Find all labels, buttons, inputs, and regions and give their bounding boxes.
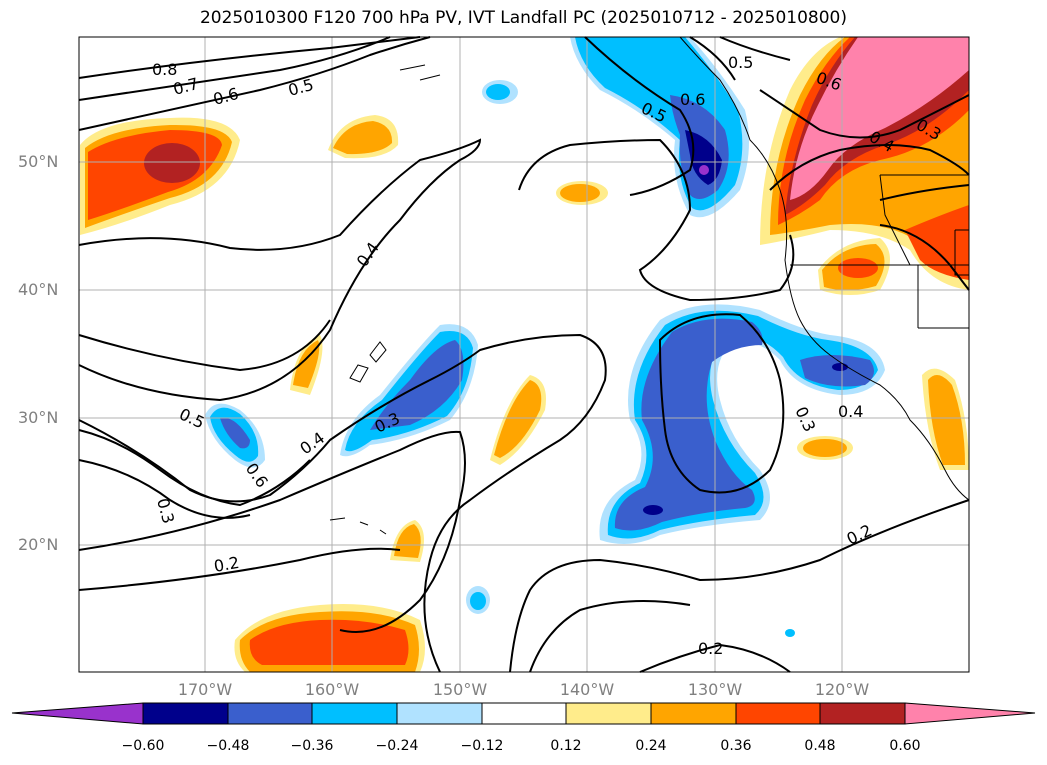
coastlines [329, 36, 970, 535]
colorbar-tick-label: 0.12 [550, 738, 582, 754]
map-title: 2025010300 F120 700 hPa PV, IVT Landfall… [199, 8, 847, 28]
shading-layer [80, 37, 969, 672]
gridlines [79, 37, 969, 672]
lat-label-20n: 20°N [18, 535, 59, 554]
colorbar-tick-label: 0.48 [804, 738, 836, 754]
colorbar-tick-label: −0.60 [121, 738, 165, 754]
lon-label-160w: 160°W [304, 680, 360, 699]
contour-lines [78, 36, 970, 673]
lon-label-150w: 150°W [432, 680, 488, 699]
contour-label: 0.8 [152, 60, 177, 79]
contour-label: 0.2 [212, 553, 240, 576]
contour-label: 0.5 [728, 53, 753, 72]
plot-frame [78, 36, 970, 673]
colorbar-tick-label: −0.48 [206, 738, 250, 754]
lon-label-170w: 170°W [177, 680, 233, 699]
lon-label-120w: 120°W [814, 680, 870, 699]
colorbar-tick-label: −0.36 [290, 738, 334, 754]
colorbar-tick-label: −0.24 [375, 738, 419, 754]
lat-label-40n: 40°N [18, 280, 59, 299]
lat-label-30n: 30°N [18, 408, 59, 427]
colorbar-tick-label: 0.24 [635, 738, 667, 754]
contour-label: 0.4 [838, 402, 863, 421]
colorbar-tick-label: 0.36 [720, 738, 752, 754]
colorbar-tick-label: −0.12 [460, 738, 504, 754]
lon-label-140w: 140°W [559, 680, 615, 699]
contour-label: 0.6 [680, 90, 705, 109]
colorbar-tick-label: 0.60 [889, 738, 921, 754]
lat-label-50n: 50°N [18, 152, 59, 171]
lon-label-130w: 130°W [687, 680, 743, 699]
contour-label: 0.2 [698, 639, 723, 658]
